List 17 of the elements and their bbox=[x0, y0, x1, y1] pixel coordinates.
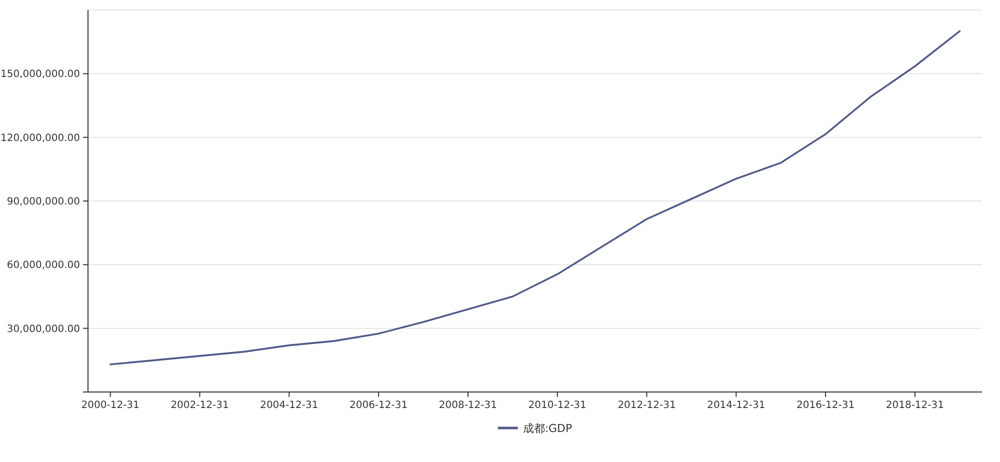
x-tick-label: 2006-12-31 bbox=[349, 400, 408, 411]
x-tick-label: 2008-12-31 bbox=[438, 400, 498, 411]
x-tick-label: 2004-12-31 bbox=[260, 400, 318, 411]
y-tick-label: 120,000,000.00 bbox=[0, 132, 80, 144]
x-tick-label: 2002-12-31 bbox=[170, 400, 229, 411]
x-tick-label: 2012-12-31 bbox=[618, 400, 676, 411]
y-tick-label: 60,000,000.00 bbox=[6, 260, 80, 272]
x-tick-label: 2014-12-31 bbox=[707, 400, 766, 411]
y-tick-label: 150,000,000.00 bbox=[0, 69, 80, 80]
x-tick-label: 2018-12-31 bbox=[886, 400, 944, 411]
x-tick-label: 2010-12-31 bbox=[528, 400, 586, 411]
line-series bbox=[109, 30, 961, 366]
x-tick-label: 2016-12-31 bbox=[796, 400, 855, 411]
x-tick-label: 2000-12-31 bbox=[81, 400, 140, 411]
legend-label: 成都:GDP bbox=[522, 422, 573, 435]
y-tick-label: 30,000,000.00 bbox=[6, 324, 80, 335]
y-tick-label: 90,000,000.00 bbox=[6, 196, 80, 208]
